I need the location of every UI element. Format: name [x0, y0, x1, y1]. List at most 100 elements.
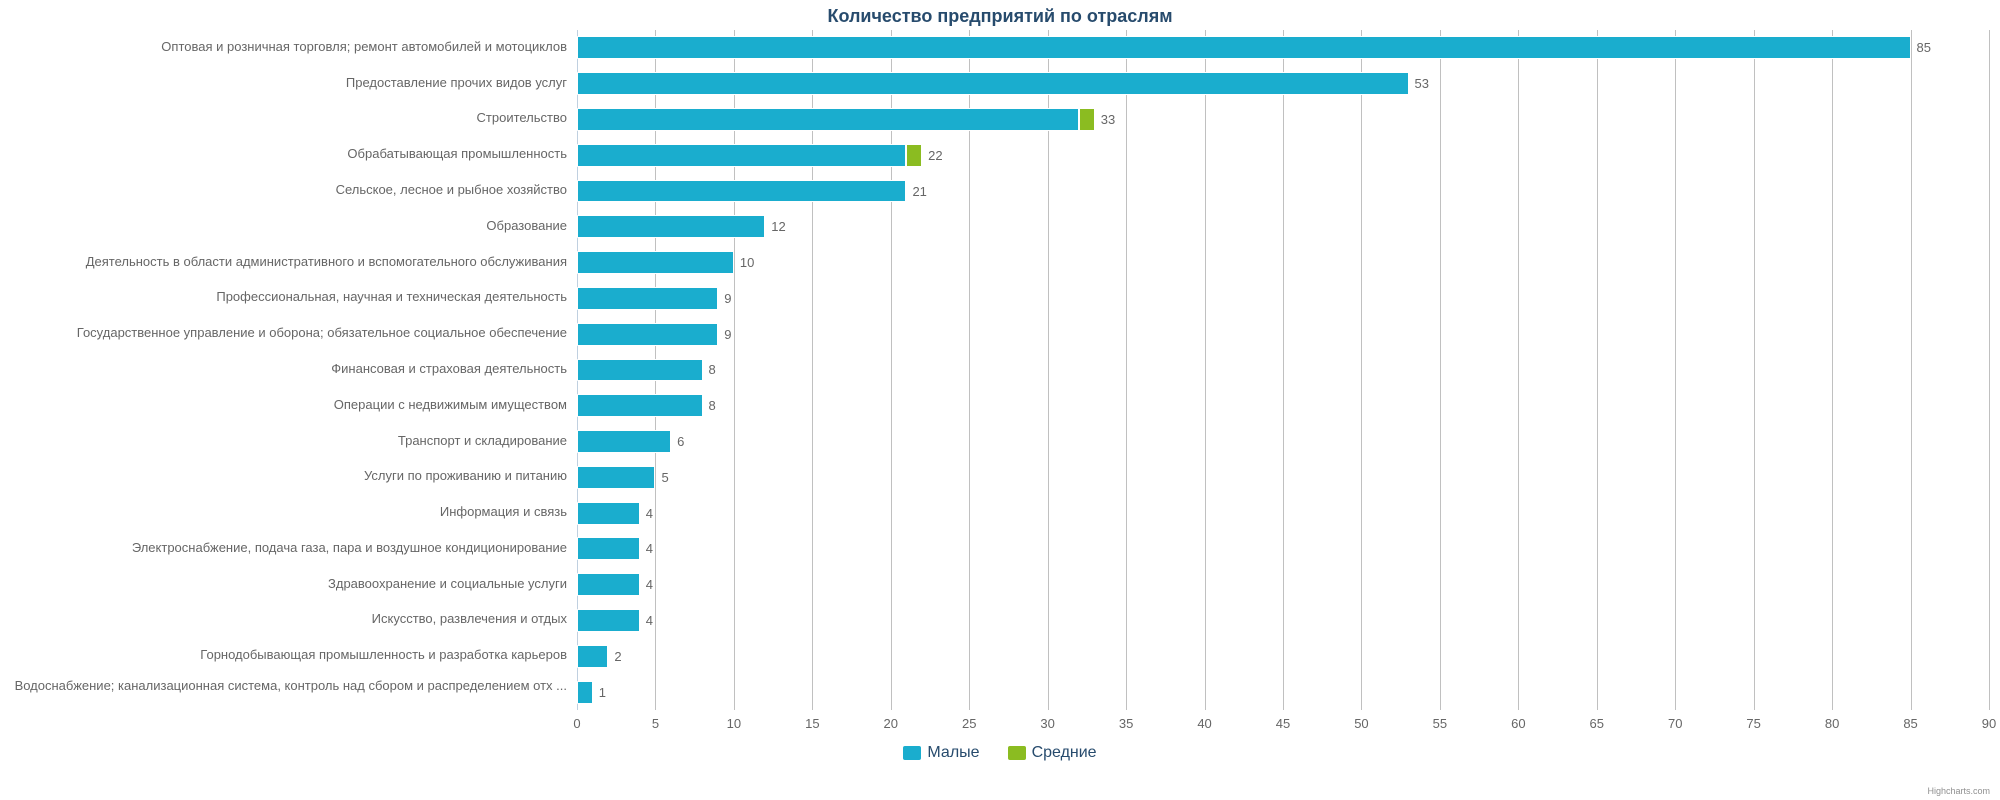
category-label: Сельское, лесное и рыбное хозяйство	[336, 183, 567, 197]
category-label: Финансовая и страховая деятельность	[331, 362, 567, 376]
bar-small[interactable]	[577, 466, 655, 489]
x-tick-label: 55	[1420, 716, 1460, 731]
legend-swatch	[1008, 746, 1026, 760]
legend-label: Малые	[927, 744, 979, 762]
bar-medium[interactable]	[1079, 108, 1095, 131]
gridline	[1283, 30, 1284, 710]
bar-small[interactable]	[577, 251, 734, 274]
data-label: 4	[646, 506, 653, 521]
data-label: 6	[677, 434, 684, 449]
legend-label: Средние	[1032, 744, 1097, 762]
x-tick-label: 65	[1577, 716, 1617, 731]
bar-small[interactable]	[577, 430, 671, 453]
gridline	[1832, 30, 1833, 710]
x-tick-label: 85	[1891, 716, 1931, 731]
data-label: 12	[771, 219, 785, 234]
data-label: 10	[740, 255, 754, 270]
x-tick-label: 25	[949, 716, 989, 731]
data-label: 9	[724, 291, 731, 306]
gridline	[891, 30, 892, 710]
gridline	[1048, 30, 1049, 710]
category-label: Обрабатывающая промышленность	[347, 147, 567, 161]
data-label: 4	[646, 613, 653, 628]
data-label: 85	[1917, 40, 1931, 55]
category-label: Искусство, развлечения и отдых	[372, 612, 567, 626]
gridline	[1126, 30, 1127, 710]
gridline	[1911, 30, 1912, 710]
category-label: Операции с недвижимым имуществом	[334, 398, 567, 412]
category-label: Предоставление прочих видов услуг	[346, 76, 567, 90]
gridline	[1675, 30, 1676, 710]
bar-small[interactable]	[577, 645, 608, 668]
x-tick-label: 0	[557, 716, 597, 731]
data-label: 8	[709, 398, 716, 413]
category-label: Государственное управление и оборона; об…	[77, 326, 567, 340]
bar-small[interactable]	[577, 287, 718, 310]
gridline	[969, 30, 970, 710]
category-label: Образование	[486, 219, 567, 233]
x-tick-label: 20	[871, 716, 911, 731]
legend-item[interactable]: Средние	[1008, 744, 1097, 762]
plot-area: 85533322211210998865444421	[577, 30, 1989, 710]
bar-small[interactable]	[577, 573, 640, 596]
data-label: 9	[724, 327, 731, 342]
data-label: 22	[928, 148, 942, 163]
gridline	[812, 30, 813, 710]
category-label: Профессиональная, научная и техническая …	[216, 290, 567, 304]
x-tick-label: 45	[1263, 716, 1303, 731]
chart-title: Количество предприятий по отраслям	[0, 6, 2000, 27]
bar-small[interactable]	[577, 394, 703, 417]
bar-small[interactable]	[577, 537, 640, 560]
x-tick-label: 30	[1028, 716, 1068, 731]
legend-swatch	[903, 746, 921, 760]
category-label: Транспорт и складирование	[398, 434, 567, 448]
x-tick-label: 15	[792, 716, 832, 731]
legend-item[interactable]: Малые	[903, 744, 979, 762]
bar-small[interactable]	[577, 180, 906, 203]
gridline	[1989, 30, 1990, 710]
category-label: Информация и связь	[440, 505, 567, 519]
category-label: Здравоохранение и социальные услуги	[328, 577, 567, 591]
gridline	[1361, 30, 1362, 710]
x-tick-label: 75	[1734, 716, 1774, 731]
category-label: Электроснабжение, подача газа, пара и во…	[132, 541, 567, 555]
bar-small[interactable]	[577, 144, 906, 167]
x-tick-label: 70	[1655, 716, 1695, 731]
category-label: Строительство	[477, 111, 567, 125]
category-label: Деятельность в области административного…	[86, 255, 567, 269]
category-label: Оптовая и розничная торговля; ремонт авт…	[161, 40, 567, 54]
x-tick-label: 5	[635, 716, 675, 731]
bar-small[interactable]	[577, 359, 703, 382]
legend: Малые Средние	[0, 744, 2000, 762]
x-tick-label: 80	[1812, 716, 1852, 731]
data-label: 5	[661, 470, 668, 485]
category-label: Горнодобывающая промышленность и разрабо…	[200, 648, 567, 662]
gridline	[734, 30, 735, 710]
category-label: Услуги по проживанию и питанию	[364, 469, 567, 483]
bar-small[interactable]	[577, 681, 593, 704]
chart-container: Количество предприятий по отраслям 85533…	[0, 0, 2000, 800]
x-tick-label: 10	[714, 716, 754, 731]
x-tick-label: 90	[1969, 716, 2000, 731]
x-tick-label: 50	[1341, 716, 1381, 731]
x-tick-label: 40	[1185, 716, 1225, 731]
gridline	[1440, 30, 1441, 710]
data-label: 4	[646, 541, 653, 556]
bar-small[interactable]	[577, 502, 640, 525]
bar-medium[interactable]	[906, 144, 922, 167]
data-label: 33	[1101, 112, 1115, 127]
bar-small[interactable]	[577, 108, 1079, 131]
gridline	[1754, 30, 1755, 710]
bar-small[interactable]	[577, 72, 1409, 95]
credits-link[interactable]: Highcharts.com	[1927, 786, 1990, 796]
data-label: 4	[646, 577, 653, 592]
bar-small[interactable]	[577, 609, 640, 632]
x-tick-label: 60	[1498, 716, 1538, 731]
data-label: 1	[599, 685, 606, 700]
x-tick-label: 35	[1106, 716, 1146, 731]
data-label: 53	[1415, 76, 1429, 91]
bar-small[interactable]	[577, 323, 718, 346]
bar-small[interactable]	[577, 215, 765, 238]
bar-small[interactable]	[577, 36, 1911, 59]
gridline	[1518, 30, 1519, 710]
